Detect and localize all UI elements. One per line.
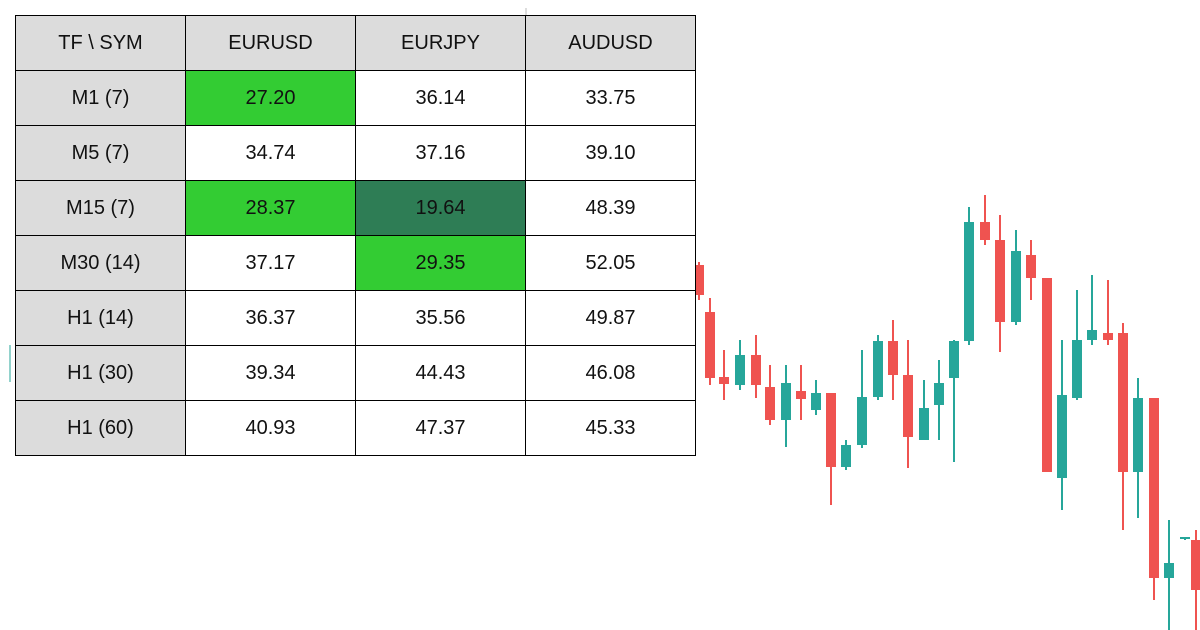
rsi-cell: 34.74 [185, 125, 356, 181]
candle-body [980, 222, 990, 240]
candle-body [694, 265, 704, 295]
candle-body [811, 393, 821, 410]
candle-body [796, 391, 806, 399]
rsi-cell: 37.17 [185, 235, 356, 291]
rsi-cell: 46.08 [525, 345, 696, 401]
table-row: H1 (30) 39.34 44.43 46.08 [15, 345, 696, 401]
candle-body [719, 377, 729, 384]
rsi-cell: 36.14 [355, 70, 526, 126]
rsi-cell: 36.37 [185, 290, 356, 346]
candle-body [826, 393, 836, 467]
rsi-cell: 49.87 [525, 290, 696, 346]
column-header: EURUSD [185, 15, 356, 71]
candle-body [735, 355, 745, 385]
row-header: H1 (14) [15, 290, 186, 346]
candle-body [934, 383, 944, 405]
column-header: AUDUSD [525, 15, 696, 71]
rsi-cell: 19.64 [355, 180, 526, 236]
rsi-cell: 47.37 [355, 400, 526, 456]
candle-body [1149, 398, 1159, 578]
rsi-cell: 33.75 [525, 70, 696, 126]
candle-body [1133, 398, 1143, 472]
table-row: M1 (7) 27.20 36.14 33.75 [15, 70, 696, 126]
candle-body [1072, 340, 1082, 398]
candle-body [1180, 537, 1190, 539]
rsi-cell: 48.39 [525, 180, 696, 236]
candle-body [765, 387, 775, 420]
candle-body [1103, 333, 1113, 340]
rsi-cell: 39.34 [185, 345, 356, 401]
row-header: M1 (7) [15, 70, 186, 126]
candle-body [1087, 330, 1097, 340]
candle-body [705, 312, 715, 378]
column-header: EURJPY [355, 15, 526, 71]
table-row: M15 (7) 28.37 19.64 48.39 [15, 180, 696, 236]
candle-body [949, 341, 959, 378]
column-header: TF \ SYM [15, 15, 186, 71]
rsi-cell: 45.33 [525, 400, 696, 456]
rsi-cell: 39.10 [525, 125, 696, 181]
candle-body [841, 445, 851, 467]
rsi-table: TF \ SYM EURUSD EURJPY AUDUSD M1 (7) 27.20 36.… [15, 15, 696, 456]
candle-body [1164, 563, 1174, 578]
rsi-cell: 35.56 [355, 290, 526, 346]
candle-body [888, 341, 898, 375]
table-row: M5 (7) 34.74 37.16 39.10 [15, 125, 696, 181]
rsi-cell: 52.05 [525, 235, 696, 291]
candle-body [1026, 255, 1036, 278]
candle-body [873, 341, 883, 397]
candle-body [1118, 333, 1128, 472]
rsi-cell: 27.20 [185, 70, 356, 126]
table-row: H1 (14) 36.37 35.56 49.87 [15, 290, 696, 346]
candle-body [751, 355, 761, 385]
rsi-cell: 44.43 [355, 345, 526, 401]
row-header: H1 (30) [15, 345, 186, 401]
candle-body [1042, 278, 1052, 472]
candle-body [857, 397, 867, 445]
rsi-cell: 40.93 [185, 400, 356, 456]
candle-body [1191, 540, 1200, 590]
row-header: M15 (7) [15, 180, 186, 236]
table-row: H1 (60) 40.93 47.37 45.33 [15, 400, 696, 456]
rsi-cell: 29.35 [355, 235, 526, 291]
candle-body [1057, 395, 1067, 478]
candle-body [995, 240, 1005, 322]
candle-body [781, 383, 791, 420]
row-header: M5 (7) [15, 125, 186, 181]
candle-body [1011, 251, 1021, 322]
candle-body [903, 375, 913, 437]
rsi-cell: 37.16 [355, 125, 526, 181]
candle-body [919, 408, 929, 440]
rsi-cell: 28.37 [185, 180, 356, 236]
header-row: TF \ SYM EURUSD EURJPY AUDUSD [15, 15, 696, 71]
row-header: H1 (60) [15, 400, 186, 456]
row-header: M30 (14) [15, 235, 186, 291]
table-row: M30 (14) 37.17 29.35 52.05 [15, 235, 696, 291]
candle-body [964, 222, 974, 341]
